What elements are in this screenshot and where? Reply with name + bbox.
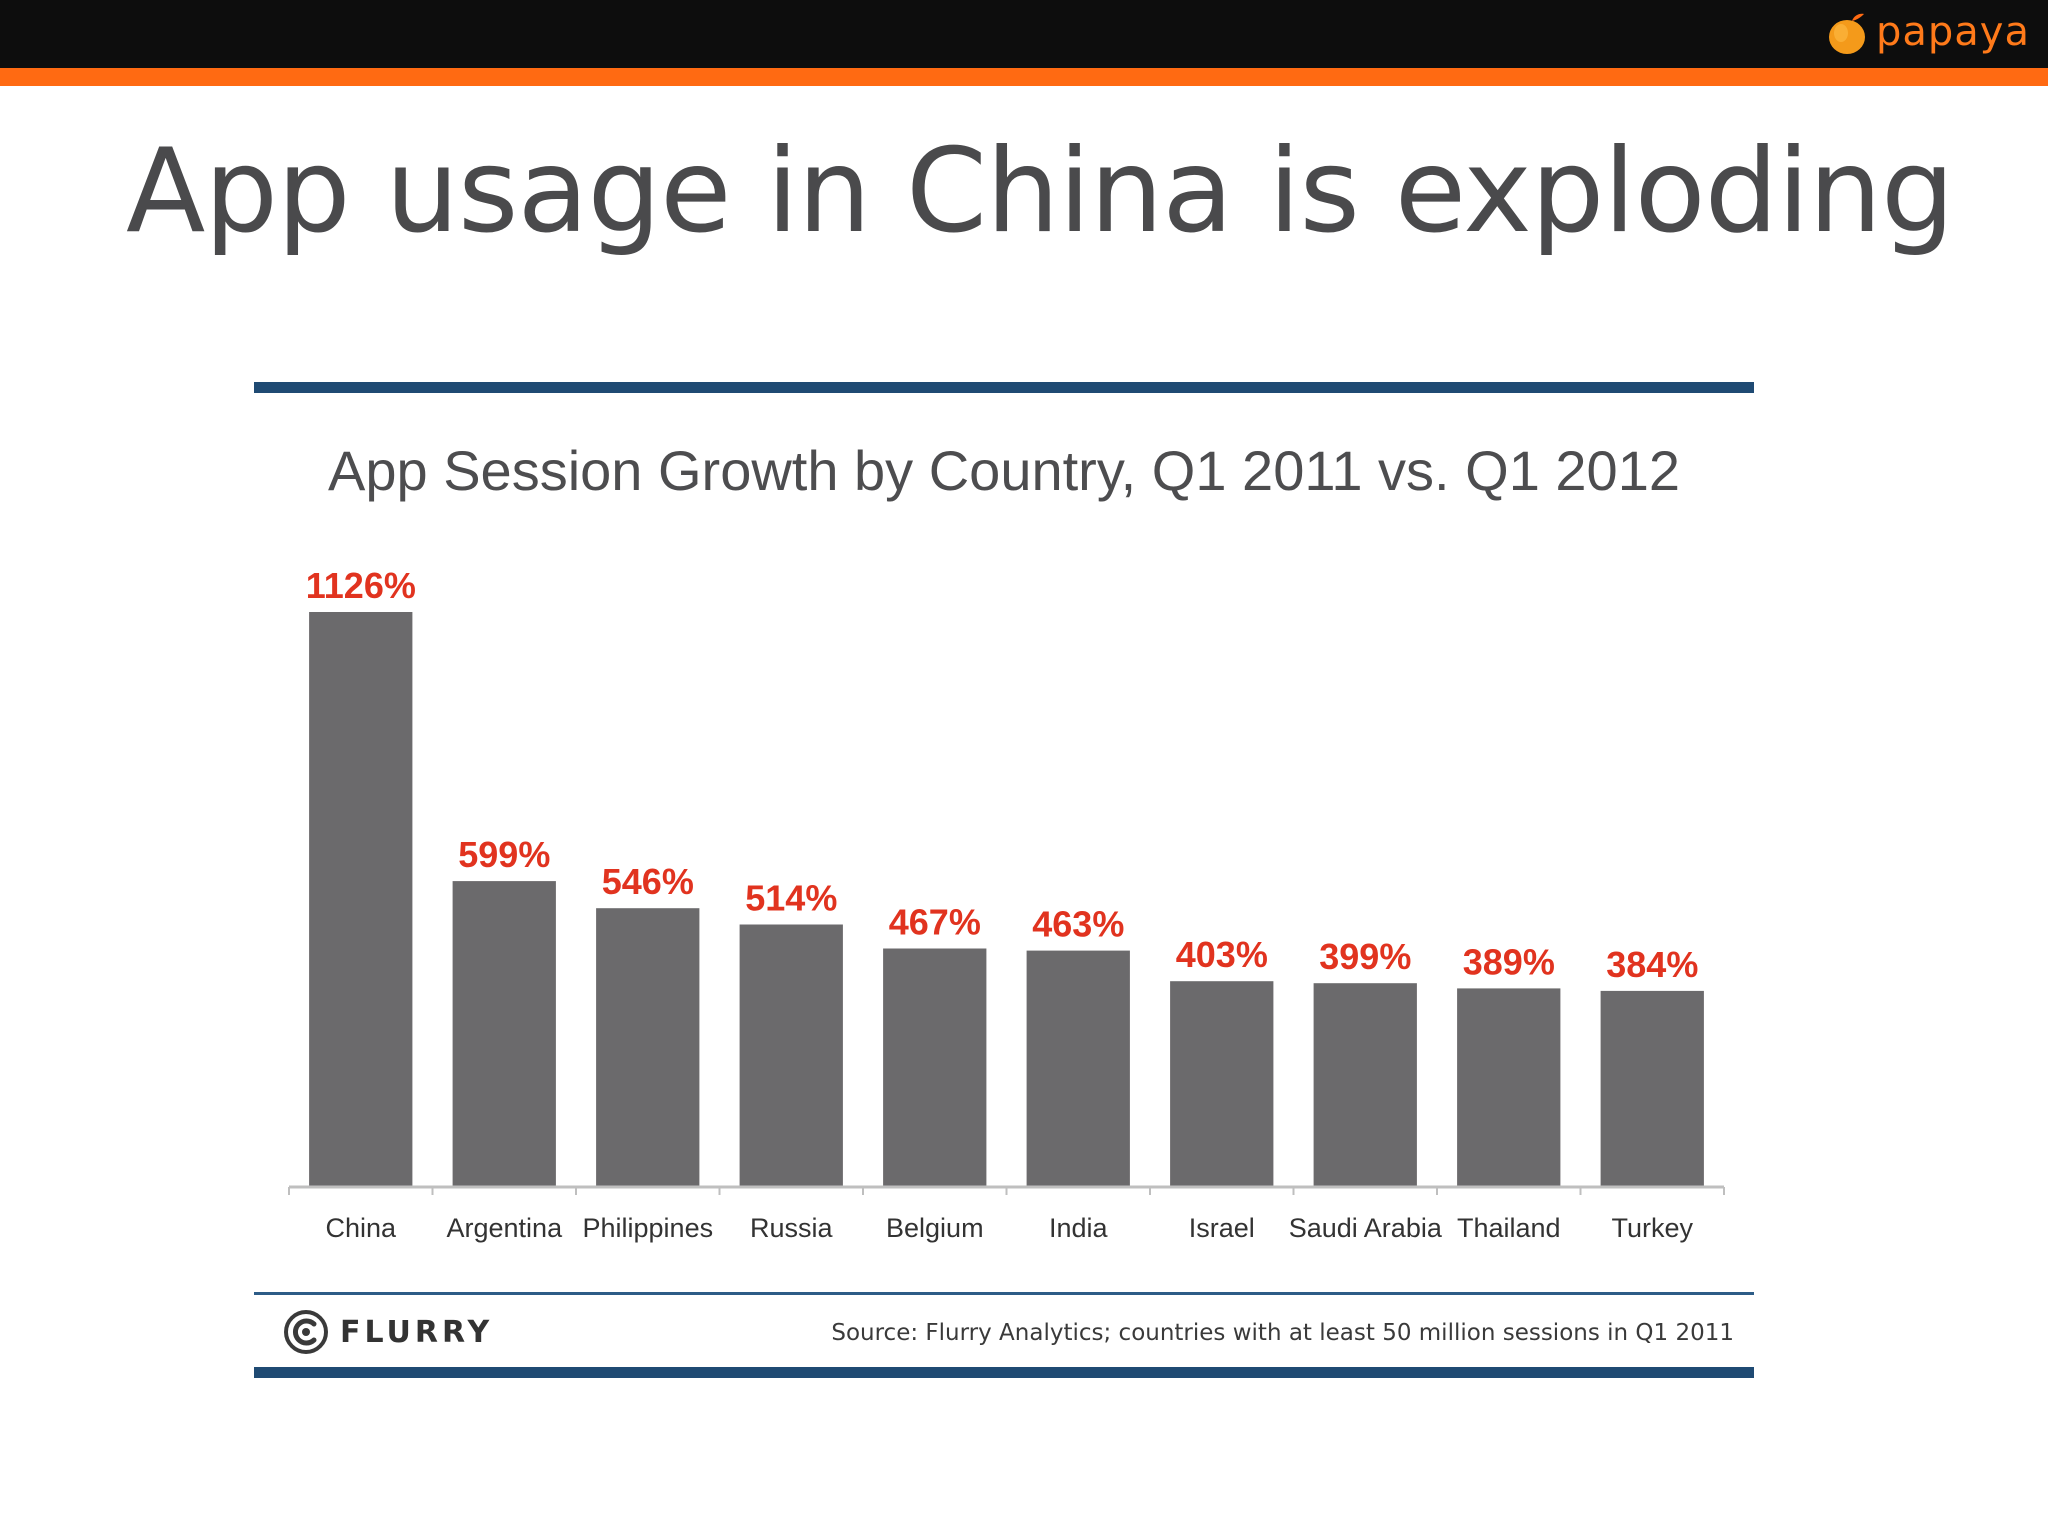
x-tick-label: Thailand	[1457, 1213, 1561, 1243]
source-note: Source: Flurry Analytics; countries with…	[831, 1320, 1734, 1346]
bar-philippines	[596, 908, 700, 1187]
data-label: 599%	[458, 834, 550, 875]
x-tick-label: Saudi Arabia	[1289, 1213, 1443, 1243]
slide-title: App usage in China is exploding	[126, 124, 1955, 259]
brand: papaya	[1826, 6, 2030, 62]
brand-name: papaya	[1876, 9, 2030, 55]
bar-turkey	[1600, 990, 1704, 1187]
bar-israel	[1170, 981, 1274, 1187]
x-tick-label: India	[1049, 1213, 1109, 1243]
chart-card: App Session Growth by Country, Q1 2011 v…	[254, 382, 1754, 1378]
data-label: 463%	[1032, 904, 1124, 945]
bar-thailand	[1457, 988, 1561, 1187]
flurry-logo: FLURRY	[284, 1310, 493, 1354]
data-label: 546%	[602, 861, 694, 902]
x-tick-label: Israel	[1189, 1213, 1255, 1243]
header-accent-stripe	[0, 68, 2048, 86]
data-label: 467%	[889, 902, 981, 943]
bar-india	[1026, 950, 1130, 1187]
chart-top-rule	[254, 382, 1754, 393]
data-label: 1126%	[306, 565, 416, 606]
x-tick-label: Russia	[750, 1213, 834, 1243]
bar-chart-svg: 1126% China 599% Argentina 546% Philippines 51…	[288, 565, 1725, 1243]
bar-china	[309, 612, 413, 1187]
data-label: 384%	[1606, 944, 1698, 985]
data-label: 514%	[745, 878, 837, 919]
chart-title: App Session Growth by Country, Q1 2011 v…	[328, 439, 1680, 502]
x-tick-label: Argentina	[447, 1213, 564, 1243]
chart-bottom-rule	[254, 1367, 1754, 1378]
data-label: 399%	[1319, 936, 1411, 977]
bar-russia	[739, 924, 843, 1187]
papaya-fruit-icon	[1829, 13, 1865, 54]
header-bar: papaya	[0, 0, 2048, 68]
bar-chart: 1126% China 599% Argentina 546% Philippines 51…	[254, 532, 1754, 1252]
x-tick-label: Turkey	[1612, 1213, 1694, 1243]
bar-argentina	[452, 881, 556, 1187]
data-label: 389%	[1463, 941, 1555, 982]
flurry-wordmark: FLURRY	[340, 1314, 494, 1350]
x-tick-label: China	[326, 1213, 398, 1243]
flurry-swirl-icon	[284, 1310, 328, 1354]
chart-footer-rule	[254, 1292, 1754, 1295]
x-tick-label: Belgium	[886, 1213, 984, 1243]
data-label: 403%	[1176, 934, 1268, 975]
bar-saudi-arabia	[1313, 983, 1417, 1187]
x-tick-label: Philippines	[583, 1213, 714, 1243]
bar-belgium	[883, 948, 987, 1187]
